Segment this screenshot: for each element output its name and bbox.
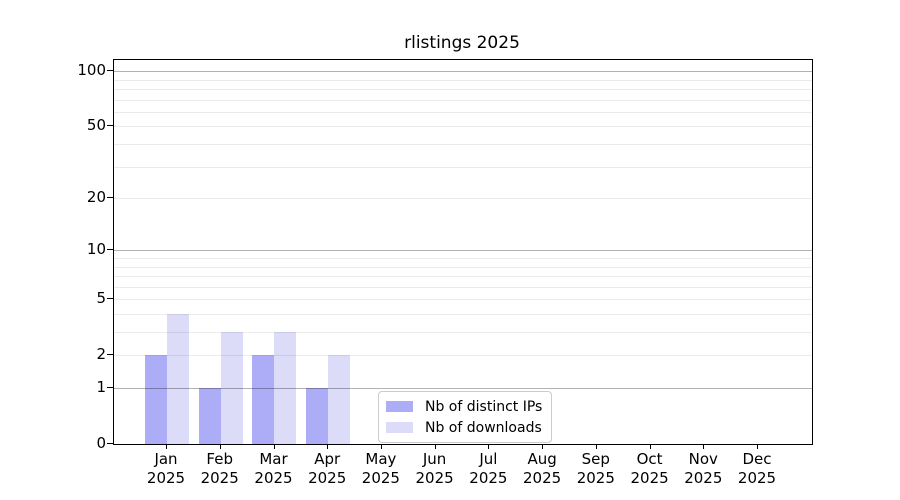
x-tick bbox=[757, 444, 758, 449]
gridline-minor bbox=[114, 276, 812, 277]
y-tick-label: 10 bbox=[86, 240, 106, 259]
bar-distinct-ips-feb bbox=[199, 388, 221, 444]
y-tick-label: 100 bbox=[77, 61, 106, 80]
x-tick-label-nov: Nov 2025 bbox=[684, 450, 723, 487]
gridline-minor bbox=[114, 166, 812, 168]
gridline-major bbox=[114, 71, 812, 73]
x-tick bbox=[542, 444, 544, 449]
legend: Nb of distinct IPs Nb of downloads bbox=[378, 391, 553, 443]
legend-row-downloads: Nb of downloads bbox=[386, 418, 542, 437]
y-tick-label: 0 bbox=[96, 434, 106, 452]
chart-title: rlistings 2025 bbox=[404, 33, 520, 53]
bar-downloads-feb bbox=[221, 332, 243, 444]
legend-row-distinct-ips: Nb of distinct IPs bbox=[386, 397, 542, 416]
x-tick-label-may: May 2025 bbox=[361, 450, 400, 487]
x-tick-label-jun: Jun 2025 bbox=[415, 450, 454, 487]
plot-area bbox=[113, 59, 813, 445]
y-tick-label: 20 bbox=[86, 188, 106, 207]
gridline-minor bbox=[114, 144, 812, 145]
x-tick-label-dec: Dec 2025 bbox=[737, 450, 777, 487]
gridline-minor bbox=[114, 89, 812, 90]
y-tick bbox=[107, 354, 113, 356]
x-tick bbox=[380, 444, 382, 449]
gridline-minor bbox=[114, 198, 812, 200]
y-tick bbox=[107, 197, 113, 199]
x-tick bbox=[649, 444, 651, 449]
y-tick-label: 50 bbox=[86, 116, 106, 135]
x-tick-label-apr: Apr 2025 bbox=[308, 450, 347, 487]
x-tick-label-aug: Aug 2025 bbox=[523, 450, 562, 487]
gridline-minor bbox=[114, 99, 812, 101]
bar-downloads-apr bbox=[328, 355, 350, 444]
y-tick bbox=[107, 443, 113, 444]
gridline-major bbox=[114, 388, 812, 389]
gridline-minor bbox=[114, 299, 812, 301]
gridline-minor bbox=[114, 355, 812, 357]
x-tick bbox=[703, 444, 705, 449]
x-tick-label-mar: Mar 2025 bbox=[254, 450, 293, 487]
y-tick bbox=[107, 125, 113, 127]
x-tick bbox=[434, 444, 436, 449]
gridline-minor bbox=[114, 79, 812, 81]
bar-downloads-jan bbox=[167, 314, 189, 444]
y-tick bbox=[107, 387, 113, 388]
x-tick-label-oct: Oct 2025 bbox=[630, 450, 669, 487]
x-tick-label-feb: Feb 2025 bbox=[200, 450, 239, 487]
gridline-minor bbox=[114, 258, 812, 259]
x-tick bbox=[166, 444, 167, 449]
gridline-minor bbox=[114, 332, 812, 333]
x-tick-label-jan: Jan 2025 bbox=[146, 450, 186, 487]
x-tick bbox=[219, 444, 221, 449]
x-tick bbox=[488, 444, 490, 449]
x-tick bbox=[273, 444, 275, 449]
y-tick-label: 2 bbox=[96, 345, 106, 364]
legend-label-distinct-ips: Nb of distinct IPs bbox=[425, 398, 543, 415]
y-tick bbox=[107, 298, 113, 300]
x-tick-label-jul: Jul 2025 bbox=[469, 450, 508, 487]
y-tick-label: 5 bbox=[96, 289, 106, 308]
y-tick-label: 1 bbox=[96, 378, 106, 396]
x-tick bbox=[595, 444, 597, 449]
x-tick bbox=[327, 444, 329, 449]
bar-distinct-ips-apr bbox=[306, 388, 328, 444]
gridline-minor bbox=[114, 286, 812, 288]
x-tick-label-sep: Sep 2025 bbox=[576, 450, 615, 487]
gridline-minor bbox=[114, 126, 812, 128]
gridline-minor bbox=[114, 266, 812, 268]
legend-swatch-downloads-icon bbox=[386, 422, 413, 433]
gridline-major bbox=[114, 250, 812, 252]
gridline-minor bbox=[114, 111, 812, 113]
legend-swatch-distinct-ips-icon bbox=[386, 401, 413, 412]
y-tick bbox=[107, 249, 113, 251]
gridline-minor bbox=[114, 314, 812, 315]
legend-label-downloads: Nb of downloads bbox=[425, 419, 542, 436]
bar-distinct-ips-jan bbox=[145, 355, 167, 444]
bar-downloads-mar bbox=[274, 332, 296, 444]
bar-distinct-ips-mar bbox=[252, 355, 274, 444]
y-tick bbox=[107, 70, 113, 72]
